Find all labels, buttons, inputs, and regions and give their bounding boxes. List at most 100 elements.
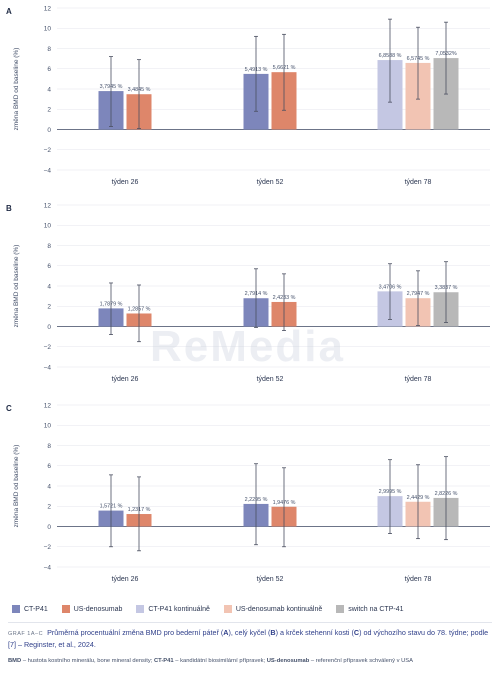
legend-label: CT-P41 bbox=[24, 605, 48, 613]
figure-caption: GRAF 1A–C Průměrná procentuální změna BMD… bbox=[8, 628, 492, 649]
category-label: týden 26 bbox=[112, 179, 139, 186]
footnote-key: BMD bbox=[8, 658, 22, 664]
y-tick-label: 0 bbox=[47, 127, 51, 134]
data-label: 3,4706 % bbox=[379, 284, 402, 290]
y-tick-label: 2 bbox=[47, 107, 51, 114]
data-label: 1,2857 % bbox=[128, 306, 151, 312]
data-label: 1,9476 % bbox=[273, 500, 296, 506]
footnote-key: US-denosumab bbox=[266, 658, 310, 664]
category-label: týden 78 bbox=[405, 576, 432, 583]
panel-letter: A bbox=[6, 7, 12, 16]
data-label: 2,9995 % bbox=[379, 489, 402, 495]
y-tick-label: −2 bbox=[44, 147, 52, 154]
legend-item-ct-p41-continuous: CT-P41 kontinuálně bbox=[136, 605, 210, 613]
legend-swatch bbox=[12, 605, 20, 613]
data-label: 3,4845 % bbox=[128, 87, 151, 93]
figure-tag: GRAF 1A–C bbox=[8, 631, 44, 637]
legend-item-us-denosumab: US-denosumab bbox=[61, 605, 123, 613]
data-label: 2,4429 % bbox=[407, 495, 430, 501]
chart-panel-c: C −4 −2 0 2 4 6 8 10 12 změna BMD od baseline (%) 1… bbox=[6, 402, 490, 583]
y-tick-label: 10 bbox=[44, 423, 52, 430]
y-tick-label: 10 bbox=[44, 26, 52, 33]
caption-letter-a: A bbox=[223, 628, 229, 637]
data-label: 6,8588 % bbox=[379, 53, 402, 59]
y-tick-label: −4 bbox=[44, 364, 52, 371]
y-tick-label: 4 bbox=[47, 86, 51, 93]
panel-letter: C bbox=[6, 404, 12, 413]
chart-panel-a: A −4 −2 0 2 4 6 8 10 12 změna BMD od baseline (%) 3… bbox=[6, 5, 490, 186]
y-tick-label: 4 bbox=[47, 483, 51, 490]
legend-swatch bbox=[223, 605, 232, 613]
data-label: 3,3837 % bbox=[435, 285, 458, 291]
data-label: 2,2295 % bbox=[245, 497, 268, 503]
footnote-text: – referenční přípravek schválený v USA bbox=[309, 658, 414, 664]
caption-text: Průměrná procentuální změna BMD pro bede… bbox=[47, 628, 224, 637]
y-tick-label: 10 bbox=[44, 223, 52, 230]
y-tick-label: 12 bbox=[44, 402, 52, 409]
y-tick-label: 2 bbox=[47, 304, 51, 311]
caption-text: ), celý kyčel ( bbox=[228, 628, 271, 637]
data-label: 7,0532% bbox=[435, 51, 456, 57]
y-axis-label: změna BMD od baseline (%) bbox=[13, 48, 20, 131]
data-label: 2,7914 % bbox=[245, 291, 268, 297]
legend-label: US-denosumab bbox=[73, 605, 123, 613]
caption-letter-b: B bbox=[270, 628, 276, 637]
category-label: týden 26 bbox=[112, 576, 139, 583]
y-tick-label: 6 bbox=[47, 66, 51, 73]
y-tick-label: 8 bbox=[47, 243, 51, 250]
category-label: týden 52 bbox=[257, 376, 284, 383]
y-tick-label: 4 bbox=[47, 283, 51, 290]
data-label: 1,7879 % bbox=[100, 301, 123, 307]
caption-text: ) a krček stehenní kosti ( bbox=[275, 628, 354, 637]
legend-swatch bbox=[336, 605, 345, 613]
y-axis-label: změna BMD od baseline (%) bbox=[13, 245, 20, 328]
category-label: týden 78 bbox=[405, 376, 432, 383]
data-label: 6,5745 % bbox=[407, 56, 430, 62]
data-label: 5,4913 % bbox=[245, 67, 268, 73]
caption-text: ) od výchozího stavu do 78. týdne; podle… bbox=[8, 628, 489, 649]
charts-area: A −4 −2 0 2 4 6 8 10 12 změna BMD od baseline (%) 3… bbox=[6, 5, 490, 583]
legend-swatch bbox=[136, 605, 145, 613]
legend-item-ct-p41: CT-P41 bbox=[12, 605, 48, 613]
data-label: 3,7945 % bbox=[100, 84, 123, 90]
y-tick-label: −2 bbox=[44, 544, 52, 551]
category-label: týden 52 bbox=[257, 179, 284, 186]
y-tick-label: 12 bbox=[44, 5, 52, 12]
legend-label: switch na CTP-41 bbox=[348, 605, 404, 613]
data-label: 2,8226 % bbox=[435, 491, 458, 497]
y-tick-label: 6 bbox=[47, 263, 51, 270]
y-tick-label: 12 bbox=[44, 202, 52, 209]
data-label: 2,7947 % bbox=[407, 291, 430, 297]
divider bbox=[8, 622, 492, 623]
y-tick-label: 2 bbox=[47, 504, 51, 511]
data-label: 1,2317 % bbox=[128, 507, 151, 513]
legend-item-switch: switch na CTP-41 bbox=[336, 605, 404, 613]
category-label: týden 26 bbox=[112, 376, 139, 383]
y-tick-label: 8 bbox=[47, 46, 51, 53]
legend-swatch bbox=[61, 605, 70, 613]
y-tick-label: −4 bbox=[44, 564, 52, 571]
bmd-charts: A −4 −2 0 2 4 6 8 10 12 změna BMD od baseline (%) 3… bbox=[6, 5, 490, 583]
panel-letter: B bbox=[6, 204, 12, 213]
caption-letter-c: C bbox=[353, 628, 360, 637]
y-tick-label: 0 bbox=[47, 324, 51, 331]
category-label: týden 78 bbox=[405, 179, 432, 186]
legend-label: US-denosumab kontinuálně bbox=[235, 605, 323, 613]
y-tick-label: −2 bbox=[44, 344, 52, 351]
legend: CT-P41 US-denosumab CT-P41 kontinuálně U… bbox=[12, 602, 500, 616]
legend-item-us-denosumab-continuous: US-denosumab kontinuálně bbox=[223, 605, 323, 613]
footnote-text: – hustota kostního minerálu, bone minera… bbox=[21, 658, 154, 664]
legend-label: CT-P41 kontinuálně bbox=[148, 605, 210, 613]
chart-panel-b: B −4 −2 0 2 4 6 8 10 12 změna BMD od baseline (%) 1… bbox=[6, 202, 490, 383]
footnote: BMD – hustota kostního minerálu, bone mi… bbox=[8, 658, 492, 666]
figure-title: Průměrná procentuální změna BMD pro bede… bbox=[8, 628, 488, 649]
data-label: 5,6621 % bbox=[273, 65, 296, 71]
data-label: 2,4233 % bbox=[273, 295, 296, 301]
category-label: týden 52 bbox=[257, 576, 284, 583]
footnote-text: – kandidátní biosimilární přípravek; bbox=[173, 658, 267, 664]
data-label: 1,5721 % bbox=[100, 504, 123, 510]
y-axis-label: změna BMD od baseline (%) bbox=[13, 445, 20, 528]
y-tick-label: 6 bbox=[47, 463, 51, 470]
footnote-key: CT-P41 bbox=[153, 658, 174, 664]
y-tick-label: 0 bbox=[47, 524, 51, 531]
